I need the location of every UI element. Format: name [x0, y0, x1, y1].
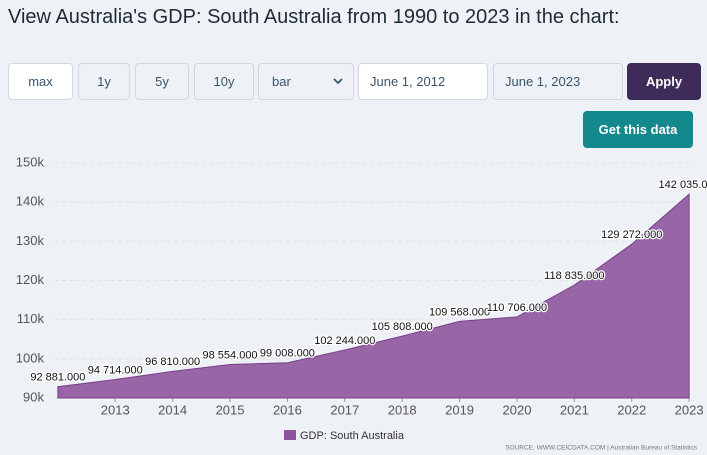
y-tick-label: 90k [23, 389, 44, 404]
get-data-button[interactable]: Get this data [583, 111, 693, 148]
y-tick-label: 150k [16, 154, 45, 169]
y-tick-label: 110k [17, 311, 45, 326]
end-date-input[interactable]: June 1, 2023 [493, 63, 623, 100]
range-button[interactable]: 1y [78, 63, 130, 100]
x-tick-label: 2016 [273, 402, 302, 417]
x-tick-label: 2020 [503, 402, 532, 417]
apply-button[interactable]: Apply [627, 63, 701, 100]
range-button[interactable]: 10y [194, 63, 254, 100]
x-tick-label: 2023 [675, 402, 704, 417]
x-tick-label: 2017 [330, 402, 359, 417]
data-label: 109 568.000 [429, 306, 490, 318]
source: SOURCE: WWW.CEICDATA.COM | Australian Bu… [505, 445, 698, 452]
page-title: View Australia's GDP: South Australia fr… [8, 6, 620, 28]
y-tick-label: 130k [16, 233, 45, 248]
legend-label: GDP: South Australia [300, 430, 405, 442]
y-tick-label: 140k [16, 194, 45, 209]
y-tick-label: 120k [16, 272, 45, 287]
legend-swatch [284, 430, 296, 440]
data-label: 99 008.000 [260, 348, 315, 360]
x-tick-label: 2022 [617, 402, 646, 417]
data-label: 96 810.000 [145, 356, 200, 368]
select-value: bar [272, 74, 291, 89]
start-date-input[interactable]: June 1, 2012 [358, 63, 488, 100]
x-tick-label: 2019 [445, 402, 474, 417]
data-label: 105 808.000 [372, 321, 433, 333]
x-tick-label: 2015 [216, 402, 245, 417]
range-button[interactable]: 5y [135, 63, 189, 100]
area [57, 193, 690, 399]
data-label: 94 714.000 [88, 364, 143, 376]
data-label: 142 035.000 [659, 179, 707, 191]
x-tick-label: 2013 [101, 402, 130, 417]
x-tick-label: 2021 [560, 402, 589, 417]
data-label: 92 881.000 [30, 372, 85, 384]
data-label: 102 244.000 [314, 335, 375, 347]
y-tick-label: 100k [16, 350, 45, 365]
chart-type-select[interactable]: bar [258, 63, 354, 100]
data-label: 110 706.000 [487, 302, 547, 314]
data-label: 129 272.000 [601, 229, 662, 241]
chevron [333, 78, 343, 85]
x-tick-label: 2018 [388, 402, 417, 417]
data-label: 98 554.000 [203, 349, 258, 361]
range-button[interactable]: max [8, 63, 73, 100]
data-label: 118 835.000 [544, 270, 604, 282]
x-tick-label: 2014 [158, 402, 187, 417]
